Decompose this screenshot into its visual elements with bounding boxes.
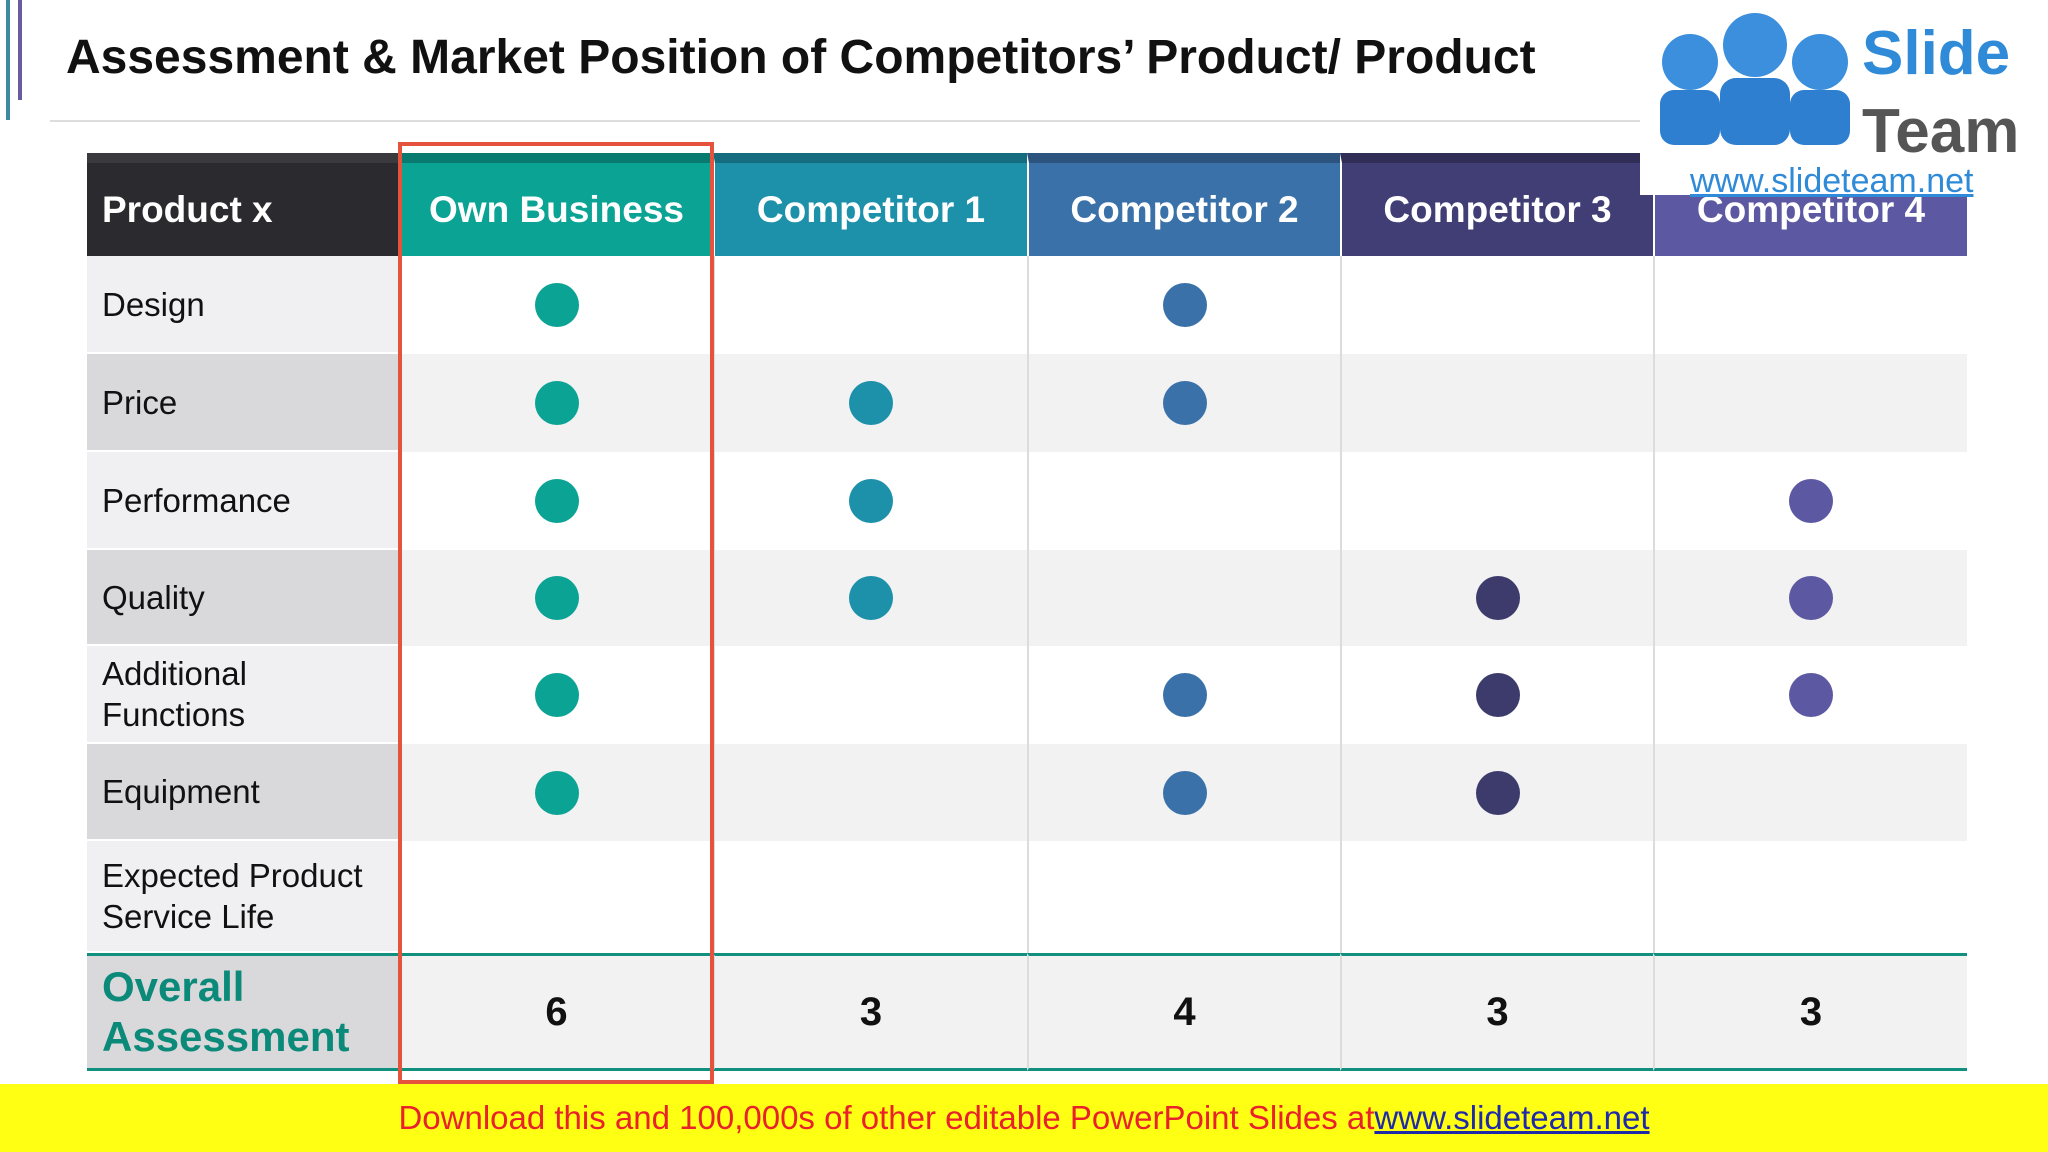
cell (1027, 841, 1340, 953)
footer-text: Download this and 100,000s of other edit… (398, 1099, 1375, 1136)
cell (713, 550, 1027, 646)
cell (713, 256, 1027, 354)
cell (1027, 452, 1340, 550)
row-label: Performance (87, 452, 400, 550)
rating-dot (1789, 673, 1833, 717)
rating-dot (1789, 479, 1833, 523)
cell (1653, 354, 1967, 452)
title: Assessment & Market Position of Competit… (66, 31, 1536, 84)
cell (400, 646, 713, 744)
row-label: Price (87, 354, 400, 452)
row-label: Additional Functions (87, 646, 400, 744)
row-label: Quality (87, 550, 400, 646)
logo-word: Slide (1862, 19, 2011, 88)
rating-dot (1789, 576, 1833, 620)
cell (1653, 452, 1967, 550)
total-value: 6 (400, 953, 713, 1071)
cell (1340, 841, 1653, 953)
cell (400, 256, 713, 354)
total-label: Overall Assessment (87, 953, 400, 1071)
cell (400, 452, 713, 550)
cell (1653, 744, 1967, 841)
total-value: 3 (713, 953, 1027, 1071)
rating-dot (1475, 576, 1520, 620)
cell (713, 841, 1027, 953)
row-label: Equipment (87, 744, 400, 841)
row-label: Expected Product Service Life (87, 841, 400, 953)
rating-dot (849, 479, 893, 523)
logo-url: www.slideteam.net (1690, 162, 1974, 200)
total-value: 3 (1653, 953, 1967, 1071)
cell (1340, 646, 1653, 744)
cell (400, 841, 713, 953)
rating-dot (1162, 673, 1207, 717)
rating-dot (534, 479, 579, 523)
cell (713, 452, 1027, 550)
cell (713, 354, 1027, 452)
cell (1340, 354, 1653, 452)
row-label: Design (87, 256, 400, 354)
total-value: 3 (1340, 953, 1653, 1071)
logo: Slide Team www.slideteam.net (1640, 0, 2048, 200)
header-cell: Competitor 1 (713, 153, 1027, 256)
logo-icon (1660, 13, 1850, 145)
cell (400, 354, 713, 452)
rating-dot (849, 381, 893, 425)
total-value: 4 (1027, 953, 1340, 1071)
cell (1340, 452, 1653, 550)
cell (1340, 550, 1653, 646)
cell (400, 744, 713, 841)
rating-dot (849, 576, 893, 620)
rating-dot (1162, 283, 1207, 327)
cell (1027, 256, 1340, 354)
rating-dot (1475, 770, 1520, 815)
cell (1653, 550, 1967, 646)
rating-dot (1162, 381, 1207, 425)
header-cell: Competitor 2 (1027, 153, 1340, 256)
cell (713, 646, 1027, 744)
logo-word: Team (1862, 97, 2020, 166)
cell (1340, 744, 1653, 841)
rating-dot (534, 283, 579, 327)
cell (1027, 354, 1340, 452)
cell (1027, 646, 1340, 744)
cell (400, 550, 713, 646)
cell (713, 744, 1027, 841)
cell (1027, 744, 1340, 841)
cell (1027, 550, 1340, 646)
accent-bar (18, 0, 22, 100)
cell (1653, 841, 1967, 953)
footer-link[interactable]: www.slideteam.net (1374, 1099, 1650, 1136)
highlight-box (398, 142, 714, 1084)
rating-dot (1475, 673, 1520, 717)
title-rule (50, 120, 1650, 122)
cell (1653, 256, 1967, 354)
cell (1340, 256, 1653, 354)
header-cell: Competitor 3 (1340, 153, 1653, 256)
rating-dot (534, 673, 579, 717)
cell (1653, 646, 1967, 744)
rating-dot (1162, 770, 1207, 815)
footer: Download this and 100,000s of other edit… (0, 1084, 2048, 1152)
rating-dot (534, 770, 579, 815)
accent-bar (6, 0, 10, 120)
rating-dot (534, 576, 579, 620)
rating-dot (534, 381, 579, 425)
header-cell: Product x (87, 153, 400, 256)
header-cell: Own Business (400, 153, 713, 256)
